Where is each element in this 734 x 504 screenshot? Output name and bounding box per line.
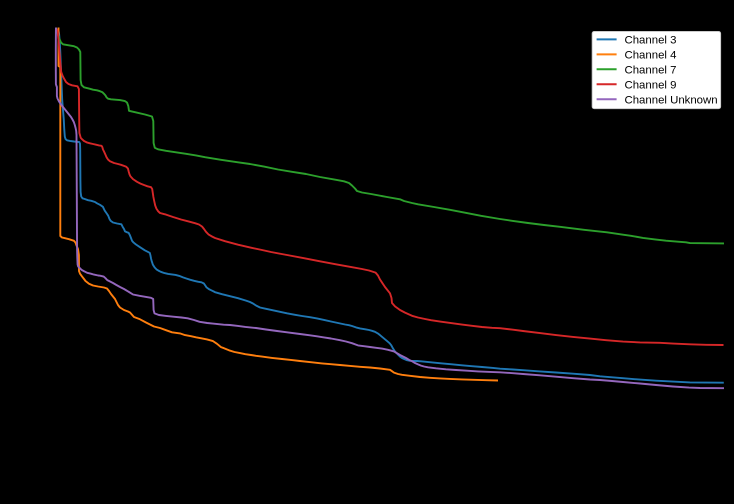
svg-text:Channel Unknown: Channel Unknown bbox=[625, 94, 718, 106]
svg-text:Channel 9: Channel 9 bbox=[625, 79, 677, 91]
svg-text:Channel 4: Channel 4 bbox=[625, 50, 677, 62]
svg-text:Channel 3: Channel 3 bbox=[625, 35, 677, 47]
svg-text:Channel 7: Channel 7 bbox=[625, 64, 677, 76]
